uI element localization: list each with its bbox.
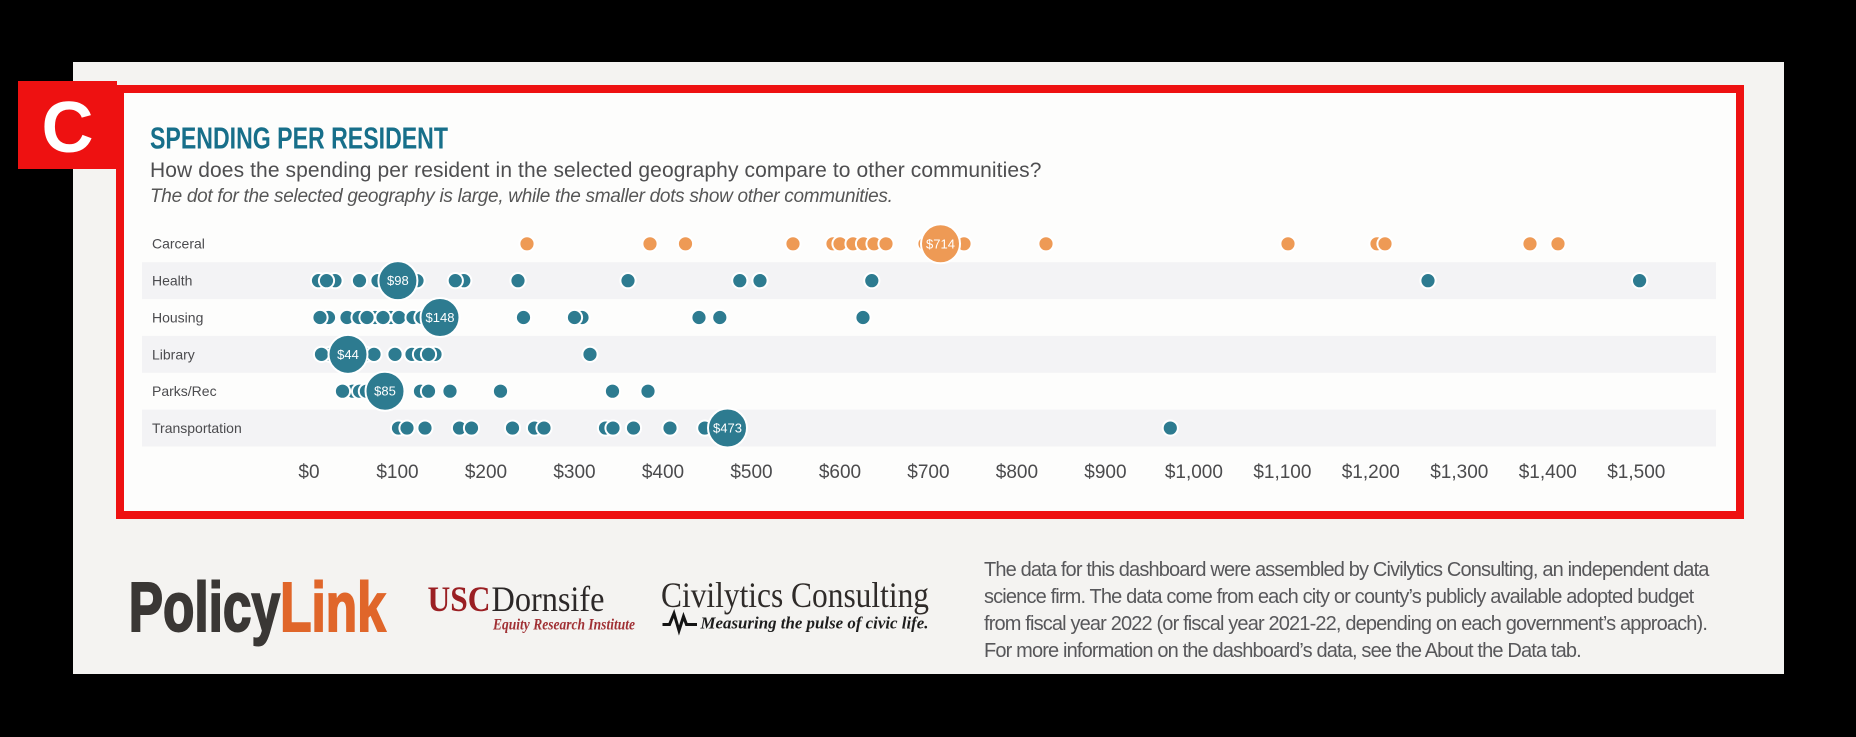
- svg-text:$200: $200: [465, 462, 507, 483]
- svg-text:$500: $500: [730, 462, 772, 483]
- svg-text:$100: $100: [376, 462, 418, 483]
- svg-text:Measuring the pulse of civic l: Measuring the pulse of civic life.: [700, 614, 929, 633]
- svg-text:PolicyLink: PolicyLink: [129, 568, 386, 646]
- svg-text:$1,000: $1,000: [1165, 462, 1223, 483]
- svg-text:Civilytics Consulting: Civilytics Consulting: [661, 575, 929, 615]
- svg-text:$1,200: $1,200: [1342, 462, 1400, 483]
- svg-text:$473: $473: [713, 421, 742, 436]
- svg-text:$300: $300: [553, 462, 595, 483]
- svg-text:SPENDING PER RESIDENT: SPENDING PER RESIDENT: [150, 121, 448, 156]
- svg-text:Carceral: Carceral: [152, 236, 205, 252]
- svg-text:$714: $714: [926, 236, 955, 251]
- svg-text:Housing: Housing: [152, 310, 203, 326]
- svg-text:Library: Library: [152, 346, 195, 362]
- svg-text:$600: $600: [819, 462, 861, 483]
- svg-text:$400: $400: [642, 462, 684, 483]
- svg-text:$85: $85: [374, 384, 396, 399]
- svg-text:Parks/Rec: Parks/Rec: [152, 383, 217, 399]
- svg-text:$44: $44: [337, 347, 359, 362]
- svg-text:$98: $98: [387, 273, 409, 288]
- svg-text:$1,100: $1,100: [1253, 462, 1311, 483]
- svg-text:Transportation: Transportation: [152, 420, 242, 436]
- svg-text:Health: Health: [152, 273, 192, 289]
- svg-text:$1,300: $1,300: [1430, 462, 1488, 483]
- svg-text:Equity Research Institute: Equity Research Institute: [492, 617, 635, 634]
- svg-text:$1,400: $1,400: [1519, 462, 1577, 483]
- svg-text:$148: $148: [426, 310, 455, 325]
- svg-text:$900: $900: [1084, 462, 1126, 483]
- svg-text:Dornsife: Dornsife: [492, 579, 605, 619]
- svg-text:$1,500: $1,500: [1607, 462, 1665, 483]
- svg-text:$800: $800: [996, 462, 1038, 483]
- svg-text:$700: $700: [907, 462, 949, 483]
- svg-text:$0: $0: [298, 462, 319, 483]
- svg-text:USC: USC: [428, 579, 491, 619]
